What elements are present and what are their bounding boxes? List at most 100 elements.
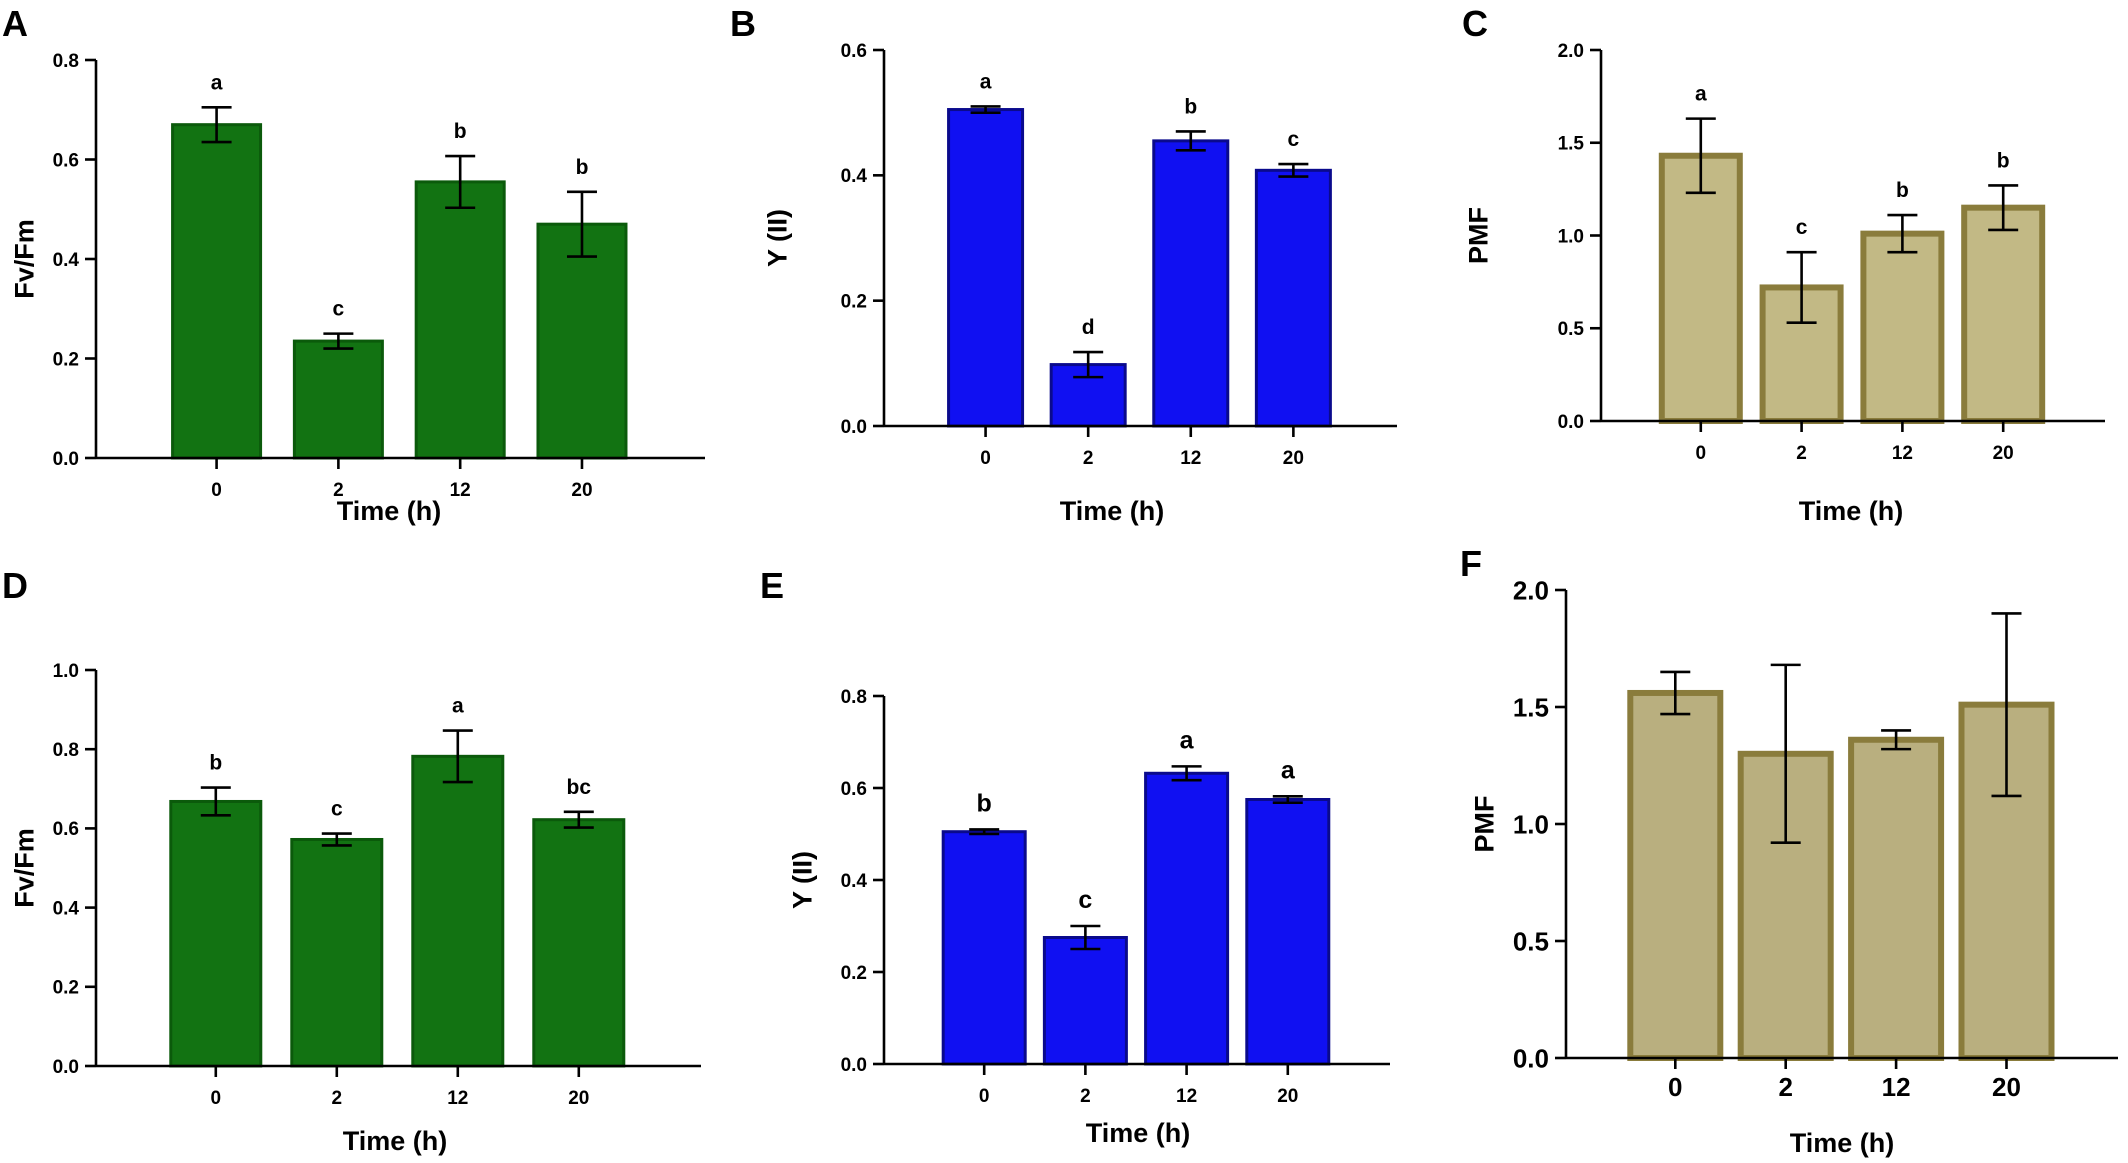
y-tick-label: 1.5 [1558,134,1585,155]
bar [1860,230,1945,424]
bar [941,830,1027,1066]
x-tick-label: 20 [1992,1072,2021,1102]
y-tick-label: 0.2 [841,963,867,984]
significance-label: b [1997,149,2010,172]
bar [536,222,628,460]
significance-label: c [333,298,345,321]
y-tick-label: 1.0 [1513,809,1549,839]
y-tick-label: 0.8 [53,740,79,761]
y-tick-label: 0.4 [841,166,868,187]
x-tick-label: 12 [1892,443,1913,464]
bar [1961,204,2046,424]
significance-label: a [1281,756,1296,784]
y-tick-label: 0.2 [53,978,79,999]
y-tick-label: 0.4 [841,871,868,892]
y-axis-title: PMF [1469,796,1499,853]
significance-label: b [576,156,589,179]
bar [1848,736,1945,1061]
y-tick-label: 0.5 [1558,319,1585,340]
y-tick-label: 0.8 [53,51,79,72]
x-tick-label: 20 [1277,1086,1298,1107]
bar [411,754,505,1068]
x-tick-label: 12 [1176,1086,1197,1107]
y-tick-label: 0.0 [1558,412,1584,433]
y-tick-label: 0.6 [841,41,867,62]
y-axis-title: Y (II) [762,209,792,267]
x-tick-label: 0 [211,1088,222,1109]
panel-letter: C [1462,3,1488,44]
y-axis-title: Fv/Fm [9,219,39,299]
bar [1254,168,1332,428]
chart-panel-b: Ba 0 d 2 b 12 c 20 0.0 0.2 0.4 0.6 Y (II) Time (h) [730,3,1397,526]
significance-label: a [211,71,223,94]
y-axis-title: Y (II) [787,851,817,909]
bar [1958,701,2055,1061]
significance-label: a [1695,83,1707,106]
chart-panel-c: Ca 0 c 2 b 12 b 20 0.0 0.5 1.0 1.5 2.0 PMF Time (h) [1462,3,2105,526]
bar [1245,798,1331,1066]
significance-label: c [331,798,343,821]
y-tick-label: 0.0 [53,449,79,470]
x-tick-label: 20 [1283,448,1304,469]
x-axis-title: Time (h) [1799,496,1904,526]
significance-label: b [454,120,467,143]
significance-label: c [1288,128,1300,151]
y-tick-label: 1.0 [53,661,79,682]
chart-panel-d: Db 0 c 2 a 12 bc 20 0.0 0.2 0.4 0.6 0.8 1.0 Fv/Fm Time … [2,565,701,1156]
significance-label: b [1184,95,1197,118]
bar [290,837,384,1068]
bar [1042,936,1128,1066]
y-tick-label: 2.0 [1558,41,1584,62]
y-tick-label: 1.0 [1558,226,1584,247]
bar [532,818,626,1068]
x-axis-title: Time (h) [1790,1128,1895,1158]
significance-label: c [1078,886,1092,914]
chart-panel-e: Eb 0 c 2 a 12 a 20 0.0 0.2 0.4 0.6 0.8 Y (II) Time (h) [760,565,1390,1148]
y-tick-label: 0.4 [53,250,80,271]
panel-letter: D [2,565,28,606]
x-tick-label: 0 [1696,443,1707,464]
y-tick-label: 1.5 [1513,692,1549,722]
x-tick-label: 0 [1668,1072,1682,1102]
bar [169,799,263,1068]
x-axis-title: Time (h) [337,496,442,526]
x-tick-label: 2 [1778,1072,1792,1102]
significance-label: a [452,695,464,718]
bar [1144,771,1230,1066]
y-tick-label: 0.6 [53,150,79,171]
significance-label: a [1180,726,1195,754]
significance-label: a [980,70,992,93]
y-tick-label: 0.0 [1513,1043,1549,1073]
x-axis-title: Time (h) [1060,496,1165,526]
panel-letter: F [1460,543,1482,584]
x-tick-label: 12 [1180,448,1201,469]
significance-label: b [209,752,222,775]
panel-letter: A [2,3,28,44]
bar [171,123,263,460]
significance-label: c [1796,216,1808,239]
y-tick-label: 0.6 [841,779,867,800]
x-tick-label: 20 [571,480,592,501]
x-tick-label: 12 [1882,1072,1911,1102]
bar [1658,152,1743,425]
x-tick-label: 12 [447,1088,468,1109]
y-tick-label: 0.8 [841,687,867,708]
significance-label: b [1896,179,1909,202]
x-tick-label: 2 [1083,448,1094,469]
y-tick-label: 0.0 [841,1055,867,1076]
significance-label: b [977,789,992,817]
chart-panel-a: Aa 0 c 2 b 12 b 20 0.0 0.2 0.4 0.6 0.8 Fv/Fm Time (h) [2,3,705,526]
y-tick-label: 0.0 [53,1057,79,1078]
x-axis-title: Time (h) [343,1126,448,1156]
y-tick-label: 2.0 [1513,575,1549,605]
x-tick-label: 20 [1993,443,2014,464]
y-tick-label: 0.5 [1513,926,1549,956]
bar [947,108,1025,428]
bar [292,339,384,460]
x-tick-label: 0 [979,1086,990,1107]
x-tick-label: 2 [333,480,344,501]
bar [414,180,506,460]
x-tick-label: 2 [332,1088,343,1109]
panel-letter: B [730,3,756,44]
